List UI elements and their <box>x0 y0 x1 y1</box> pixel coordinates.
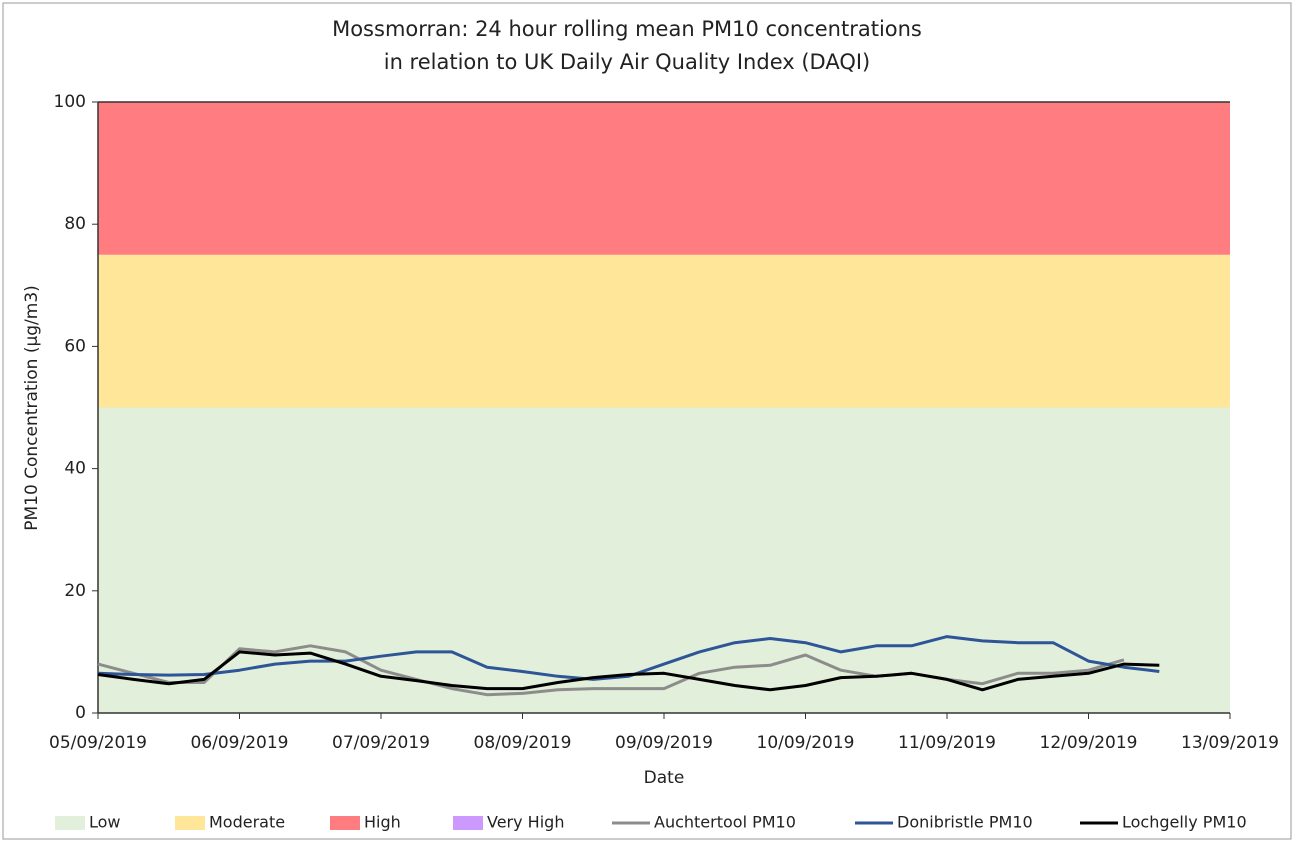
x-tick-label: 10/09/2019 <box>757 733 855 753</box>
legend-swatch <box>55 816 85 830</box>
plot: 0 20 40 60 80 100 05/09/2019 06/09/2019 07/09/20… <box>49 92 1279 832</box>
x-tick-label: 06/09/2019 <box>191 733 289 753</box>
legend-label: Moderate <box>209 813 285 832</box>
chart-title: Mossmorran: 24 hour rolling mean PM10 co… <box>332 17 922 41</box>
x-tick-label: 12/09/2019 <box>1040 733 1138 753</box>
legend-label: Low <box>89 813 121 832</box>
x-tick-label: 07/09/2019 <box>332 733 430 753</box>
legend-label: Lochgelly PM10 <box>1122 813 1247 832</box>
y-tick-label: 80 <box>64 214 86 234</box>
aqi-band <box>98 254 1230 408</box>
y-axis-label: PM10 Concentration (µg/m3) <box>22 285 42 531</box>
legend-label: Very High <box>487 813 564 832</box>
x-axis-label: Date <box>644 768 685 788</box>
legend-label: High <box>364 813 401 832</box>
aqi-band <box>98 407 1230 713</box>
legend-swatch <box>330 816 360 830</box>
x-tick-label: 05/09/2019 <box>49 733 147 753</box>
y-tick-label: 20 <box>64 581 86 601</box>
aqi-band <box>98 102 1230 255</box>
legend-label: Auchtertool PM10 <box>654 813 796 832</box>
x-tick-label: 08/09/2019 <box>474 733 572 753</box>
legend-swatch <box>453 816 483 830</box>
x-tick-label: 13/09/2019 <box>1181 733 1279 753</box>
series-line <box>97 635 1160 681</box>
y-tick-label: 40 <box>64 459 86 479</box>
x-tick-label: 11/09/2019 <box>898 733 996 753</box>
chart-subtitle: in relation to UK Daily Air Quality Inde… <box>384 50 871 74</box>
series-line <box>97 650 1160 692</box>
y-tick-label: 60 <box>64 336 86 356</box>
y-tick-label: 0 <box>75 703 86 723</box>
y-tick-label: 100 <box>54 92 86 112</box>
x-tick-label: 09/09/2019 <box>615 733 713 753</box>
legend-label: Donibristle PM10 <box>897 813 1033 832</box>
legend-swatch <box>175 816 205 830</box>
